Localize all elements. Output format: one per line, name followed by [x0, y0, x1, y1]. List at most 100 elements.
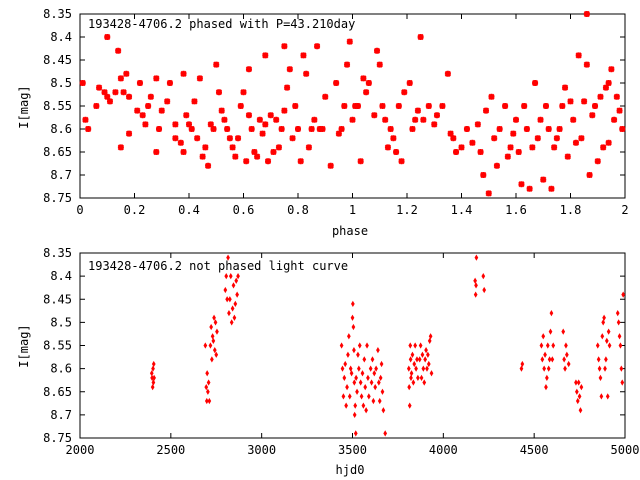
chart-title-phased: 193428-4706.2 phased with P=43.210day: [88, 17, 355, 31]
data-point: [415, 356, 419, 363]
data-point: [567, 98, 574, 105]
x-tick-label: 0.6: [233, 203, 255, 217]
data-point: [603, 365, 607, 372]
data-point: [208, 342, 213, 349]
data-point: [180, 70, 187, 77]
data-point: [581, 98, 588, 105]
data-point: [342, 374, 347, 381]
data-point: [583, 61, 590, 68]
data-point: [540, 176, 547, 183]
data-point: [501, 102, 509, 110]
data-point: [537, 116, 544, 123]
data-point: [185, 121, 193, 128]
data-point: [353, 402, 358, 409]
data-point: [351, 323, 356, 331]
data-point: [349, 116, 356, 123]
data-point: [139, 112, 146, 119]
data-point: [553, 135, 560, 142]
data-point: [526, 185, 533, 192]
data-point: [203, 342, 208, 349]
data-point: [227, 310, 231, 317]
x-axis-title-phased: phase: [332, 224, 368, 238]
data-point: [149, 370, 154, 377]
data-point: [199, 153, 206, 160]
data-point: [412, 360, 417, 368]
data-point: [425, 365, 429, 372]
data-point: [319, 125, 326, 133]
x-tick-label: 3500: [338, 443, 367, 457]
data-point: [152, 374, 156, 381]
data-point: [361, 402, 366, 409]
data-point: [218, 107, 225, 114]
data-point: [228, 296, 232, 303]
data-point: [564, 153, 571, 160]
data-point: [604, 337, 609, 344]
data-point: [561, 328, 566, 335]
data-point: [349, 370, 354, 377]
data-point: [520, 360, 525, 368]
data-point: [414, 107, 422, 114]
data-point: [153, 148, 160, 156]
data-point: [212, 314, 216, 321]
data-point: [474, 254, 479, 261]
data-point: [351, 300, 355, 307]
y-tick-label: 8.35: [43, 7, 72, 21]
data-point: [292, 102, 299, 110]
y-tick-label: 8.45: [43, 53, 72, 67]
x-tick-label: 0.4: [178, 203, 200, 217]
data-point: [598, 374, 603, 381]
data-point: [398, 158, 405, 165]
data-point: [427, 337, 432, 344]
data-point: [206, 388, 210, 395]
data-point: [215, 328, 219, 335]
data-point: [237, 102, 244, 110]
data-point: [365, 79, 372, 87]
data-point: [262, 52, 269, 59]
data-point: [615, 310, 620, 317]
data-point: [545, 342, 550, 349]
data-point: [172, 121, 179, 128]
data-point: [407, 402, 412, 409]
data-point: [425, 102, 432, 110]
data-point: [439, 102, 446, 110]
y-tick-label: 8.7: [50, 408, 72, 422]
data-point: [411, 379, 416, 386]
data-point: [493, 162, 501, 169]
data-point: [366, 374, 370, 381]
data-point: [232, 314, 237, 321]
data-point: [278, 125, 285, 133]
y-tick-label: 8.55: [43, 339, 72, 353]
data-point: [158, 107, 165, 114]
data-point: [172, 135, 179, 142]
data-point: [544, 384, 548, 391]
data-point: [383, 430, 388, 437]
data-point: [204, 162, 212, 169]
data-point: [224, 273, 229, 280]
data-point: [104, 33, 111, 41]
data-point: [378, 374, 383, 381]
data-point: [117, 144, 124, 151]
data-point: [604, 356, 608, 363]
data-point: [303, 70, 310, 77]
data-point: [384, 144, 392, 151]
data-point: [579, 384, 584, 391]
data-point: [482, 107, 490, 114]
data-point: [416, 374, 420, 381]
data-point: [196, 75, 204, 82]
data-point: [281, 107, 288, 114]
data-point: [251, 148, 258, 156]
data-point: [354, 374, 358, 381]
data-point: [153, 75, 160, 82]
data-point: [619, 125, 626, 133]
data-point: [407, 384, 412, 391]
data-point: [450, 135, 457, 142]
data-point: [363, 384, 368, 391]
data-point: [376, 61, 383, 68]
data-point: [589, 112, 596, 119]
data-point: [379, 360, 384, 368]
data-point: [550, 356, 555, 363]
data-point: [602, 314, 606, 321]
data-point: [362, 356, 367, 363]
data-point: [346, 351, 350, 358]
